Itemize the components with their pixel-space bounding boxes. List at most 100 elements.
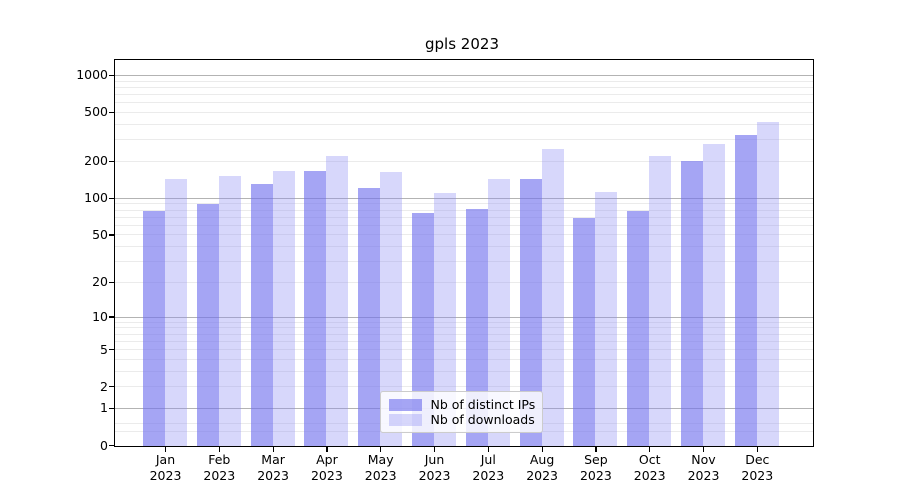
x-tick-mark — [756, 447, 758, 452]
x-tick-label-dec: Dec 2023 — [741, 452, 774, 483]
x-tick-label-feb: Feb 2023 — [203, 452, 236, 483]
x-tick-label-oct: Oct 2023 — [633, 452, 666, 483]
bar-distinct-ips-dec — [734, 134, 757, 446]
gridline-700 — [114, 93, 813, 95]
x-tick-mark — [164, 447, 167, 452]
bar-distinct-ips-jan — [143, 210, 165, 446]
y-tick-label-5: 5 — [100, 341, 108, 357]
legend-swatch-distinct-ips — [388, 398, 422, 411]
gridline-5 — [114, 349, 813, 351]
x-tick-label-jul: Jul 2023 — [472, 452, 505, 483]
bar-downloads-nov — [703, 144, 725, 446]
x-tick-mark — [595, 447, 597, 452]
legend-row-distinct-ips: Nb of distinct IPs — [388, 397, 536, 412]
gridline-20 — [114, 281, 813, 283]
gridline-8 — [114, 327, 813, 329]
y-tick-mark — [109, 407, 114, 410]
legend-swatch-downloads — [388, 413, 422, 426]
legend: Nb of distinct IPs Nb of downloads — [379, 391, 543, 433]
gridline-1000 — [114, 74, 813, 76]
x-tick-mark — [272, 447, 274, 452]
x-tick-mark — [649, 447, 651, 452]
y-tick-mark — [109, 348, 114, 351]
bar-downloads-apr — [326, 155, 349, 446]
x-tick-mark — [433, 447, 436, 452]
gridline-2 — [114, 386, 813, 388]
legend-label-downloads: Nb of downloads — [430, 412, 535, 427]
bar-distinct-ips-aug — [519, 179, 542, 446]
bar-downloads-jul — [487, 179, 510, 446]
bar-distinct-ips-apr — [304, 170, 327, 446]
y-tick-mark — [109, 197, 114, 199]
chart-title: gpls 2023 — [425, 35, 499, 53]
bar-downloads-mar — [272, 171, 295, 446]
y-tick-mark — [109, 281, 114, 284]
y-tick-label-1000: 1000 — [76, 67, 108, 83]
y-tick-mark — [109, 111, 114, 114]
bar-distinct-ips-may — [358, 187, 381, 446]
gridline-7 — [114, 333, 813, 335]
y-tick-label-2: 2 — [100, 378, 108, 394]
bar-downloads-dec — [756, 122, 779, 446]
bar-distinct-ips-oct — [627, 210, 650, 446]
x-tick-mark — [380, 447, 382, 452]
gridline-4 — [114, 358, 813, 360]
gridline-40 — [114, 246, 813, 248]
y-tick-mark — [109, 160, 114, 163]
x-tick-label-mar: Mar 2023 — [257, 452, 289, 483]
x-tick-label-apr: Apr 2023 — [310, 452, 343, 483]
y-tick-label-20: 20 — [92, 274, 108, 290]
x-tick-label-jan: Jan 2023 — [149, 452, 182, 483]
legend-row-downloads: Nb of downloads — [388, 412, 535, 427]
y-tick-mark — [109, 444, 114, 447]
plot-area: Nb of distinct IPs Nb of downloads — [113, 59, 814, 447]
gridline-3 — [114, 370, 813, 372]
y-tick-mark — [109, 316, 114, 318]
gridline-50 — [114, 234, 813, 236]
x-tick-mark — [702, 447, 705, 452]
bar-distinct-ips-jun — [412, 213, 434, 446]
gridline-800 — [114, 86, 813, 88]
gridline-60 — [114, 224, 813, 226]
x-tick-label-aug: Aug 2023 — [526, 452, 558, 483]
y-tick-label-500: 500 — [84, 104, 108, 120]
x-tick-label-jun: Jun 2023 — [418, 452, 451, 483]
x-tick-mark — [487, 447, 489, 452]
gridline-400 — [114, 123, 813, 125]
gridline-10 — [114, 316, 813, 318]
x-tick-mark — [218, 447, 220, 452]
bar-downloads-jan — [165, 179, 187, 446]
gridline-100 — [114, 197, 813, 199]
legend-label-distinct-ips: Nb of distinct IPs — [430, 397, 536, 412]
y-tick-label-0: 0 — [100, 437, 108, 453]
gridline-70 — [114, 216, 813, 218]
x-tick-mark — [326, 447, 328, 452]
y-tick-label-1: 1 — [100, 400, 108, 416]
bar-downloads-jun — [434, 192, 456, 446]
y-tick-label-200: 200 — [84, 153, 108, 169]
bar-distinct-ips-jul — [465, 209, 488, 446]
bar-downloads-oct — [649, 156, 672, 446]
gridline-900 — [114, 80, 813, 82]
y-tick-label-50: 50 — [92, 226, 108, 242]
y-tick-mark — [109, 386, 114, 388]
gridline-300 — [114, 139, 813, 141]
y-tick-mark — [109, 234, 114, 236]
gridline-30 — [114, 261, 813, 263]
x-tick-label-nov: Nov 2023 — [687, 452, 720, 483]
gridline-600 — [114, 102, 813, 104]
y-tick-label-100: 100 — [84, 190, 108, 206]
x-tick-mark — [541, 447, 543, 452]
bar-distinct-ips-sep — [573, 217, 596, 446]
gridline-9 — [114, 321, 813, 323]
x-tick-label-may: May 2023 — [364, 452, 397, 483]
bar-downloads-aug — [541, 149, 564, 446]
x-tick-label-sep: Sep 2023 — [579, 452, 612, 483]
bar-distinct-ips-nov — [681, 161, 703, 446]
gridline-90 — [114, 203, 813, 205]
bar-distinct-ips-mar — [250, 184, 273, 446]
bar-distinct-ips-feb — [196, 203, 219, 446]
gridline-200 — [114, 160, 813, 162]
bar-downloads-sep — [595, 191, 618, 446]
